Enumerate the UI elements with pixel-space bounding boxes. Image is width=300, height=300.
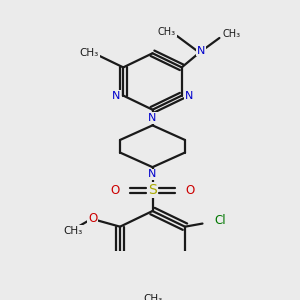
Text: O: O <box>185 184 195 196</box>
Text: CH₃: CH₃ <box>158 27 176 37</box>
Text: N: N <box>112 91 120 100</box>
Text: Cl: Cl <box>214 214 226 227</box>
Text: CH₃: CH₃ <box>223 29 241 39</box>
Text: O: O <box>110 184 120 196</box>
Text: N: N <box>185 91 194 100</box>
Text: N: N <box>148 113 157 123</box>
Text: CH₃: CH₃ <box>143 294 162 300</box>
Text: S: S <box>148 183 157 197</box>
Text: O: O <box>88 212 97 225</box>
Text: CH₃: CH₃ <box>80 48 99 58</box>
Text: N: N <box>196 46 205 56</box>
Text: N: N <box>148 169 157 179</box>
Text: CH₃: CH₃ <box>63 226 82 236</box>
